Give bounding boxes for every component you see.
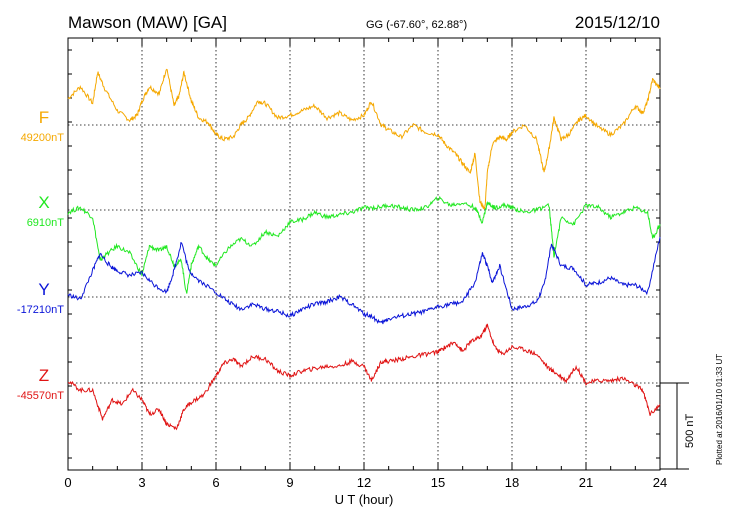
component-label-f: F xyxy=(39,108,49,127)
baseline-value-y: -17210nT xyxy=(17,304,64,316)
x-tick-label: 12 xyxy=(357,475,371,490)
series-labels: F 49200nT X 6910nT Y -17210nT Z -45570nT xyxy=(17,108,64,402)
baseline-value-z: -45570nT xyxy=(17,390,64,402)
x-tick-label: 21 xyxy=(579,475,593,490)
series-line-x xyxy=(67,195,661,294)
component-label-z: Z xyxy=(39,366,49,385)
baseline-value-x: 6910nT xyxy=(27,217,65,229)
x-axis-title: U T (hour) xyxy=(335,492,394,507)
series-traces xyxy=(67,68,661,431)
grid-lines xyxy=(68,38,660,470)
x-tick-label: 18 xyxy=(505,475,519,490)
geographic-coordinates: GG (-67.60°, 62.88°) xyxy=(366,19,467,31)
plotted-timestamp: Plotted at 2016/01/10 01:33 UT xyxy=(715,354,724,465)
x-tick-label: 15 xyxy=(431,475,445,490)
series-line-z xyxy=(67,323,661,431)
scale-bar-label: 500 nT xyxy=(684,413,696,448)
component-label-x: X xyxy=(38,193,49,212)
component-label-y: Y xyxy=(38,280,49,299)
scale-bar: 500 nT xyxy=(660,382,696,470)
x-tick-label: 3 xyxy=(138,475,145,490)
x-tick-label: 0 xyxy=(64,475,71,490)
x-tick-label: 24 xyxy=(653,475,667,490)
station-title: Mawson (MAW) [GA] xyxy=(68,13,227,32)
series-line-y xyxy=(67,236,661,325)
series-line-f xyxy=(67,68,661,210)
axis-ticks: 0 3 6 9 12 15 18 21 24 xyxy=(64,38,667,490)
date-label: 2015/12/10 xyxy=(575,13,660,32)
x-tick-label: 9 xyxy=(286,475,293,490)
baseline-value-f: 49200nT xyxy=(21,132,65,144)
x-tick-label: 6 xyxy=(212,475,219,490)
